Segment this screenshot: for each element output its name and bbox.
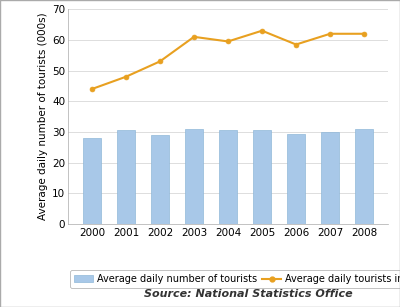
Legend: Average daily number of tourists, Average daily tourists in August: Average daily number of tourists, Averag… (70, 270, 400, 288)
Bar (253, 130, 271, 224)
Bar (321, 132, 340, 224)
Text: Source: National Statistics Office: Source: National Statistics Office (144, 289, 352, 299)
Bar (116, 130, 135, 224)
Bar (355, 129, 374, 224)
Y-axis label: Average daily number of tourists (000s): Average daily number of tourists (000s) (38, 13, 48, 220)
Bar (287, 134, 306, 224)
Bar (219, 130, 237, 224)
Bar (82, 138, 101, 224)
Bar (185, 129, 203, 224)
Bar (150, 135, 169, 224)
